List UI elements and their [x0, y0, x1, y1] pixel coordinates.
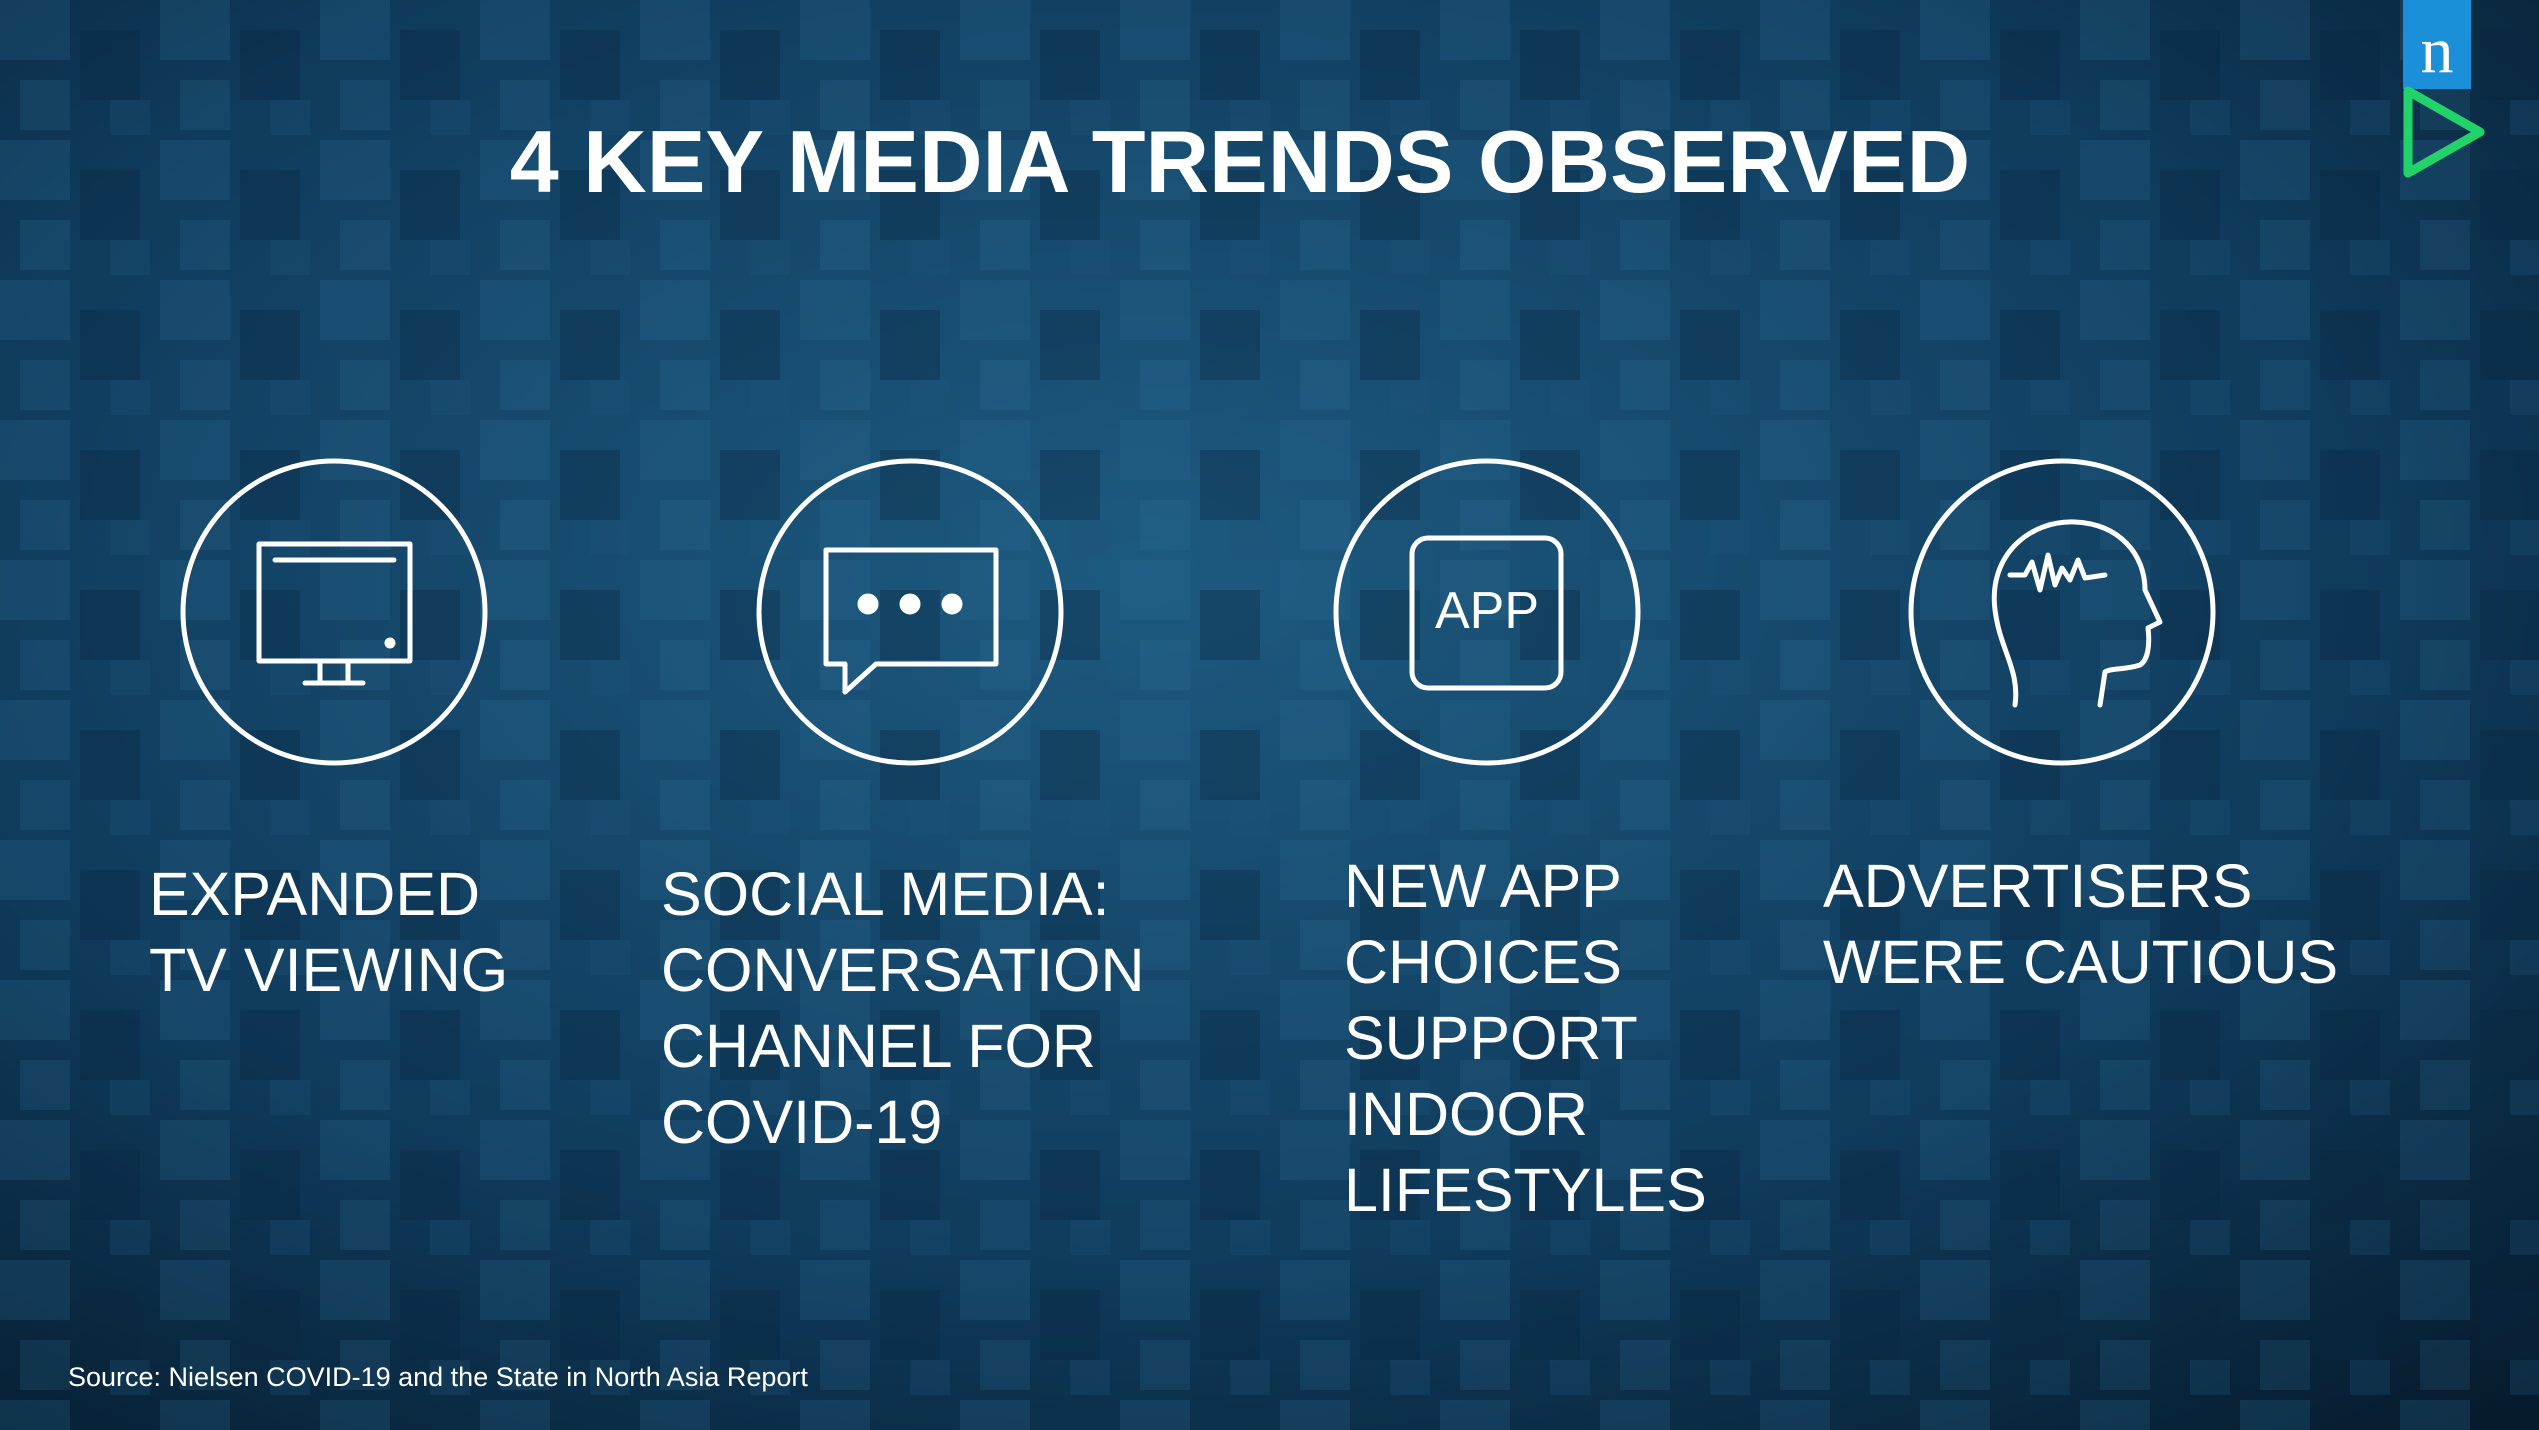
tv-dot [384, 637, 396, 649]
trend-label-line: CHANNEL FOR [661, 1012, 1096, 1080]
logo: n [2421, 14, 2454, 87]
trend-label-line: TV VIEWING [149, 936, 508, 1004]
chat-dot [857, 593, 879, 615]
app-icon [1409, 535, 1564, 691]
chat-dot [899, 593, 921, 615]
icons [180, 458, 2216, 766]
logo-box [2403, 0, 2471, 89]
trend-label-line: EXPANDED [149, 860, 480, 928]
brainwave [2007, 552, 2108, 593]
icon-circle [1333, 458, 1641, 766]
trend-label-line: INDOOR [1344, 1080, 1588, 1148]
app-icon-text: APP [1435, 582, 1539, 640]
icon-circle [1908, 458, 2216, 766]
title: 4 KEY MEDIA TRENDS OBSERVED [510, 112, 1970, 211]
icon-circle [756, 458, 1064, 766]
chat-icon [823, 547, 999, 695]
trend-label-line: SOCIAL MEDIA: [661, 860, 1110, 928]
icon-circle [180, 458, 488, 766]
logo-play [2403, 86, 2485, 178]
trend-label-line: NEW APP [1344, 852, 1622, 920]
chat-dot [941, 593, 963, 615]
trend-labels: EXPANDED TV VIEWING SOCIAL MEDIA: CONVERSAT… [149, 852, 2338, 1224]
trend-label-line: ADVERTISERS [1823, 852, 2252, 920]
trend-label-line: COVID-19 [661, 1088, 942, 1156]
source: Source: Nielsen COVID-19 and the State i… [68, 1362, 808, 1392]
trend-label-line: WERE CAUTIOUS [1823, 928, 2338, 996]
trend-label-line: CONVERSATION [661, 936, 1145, 1004]
trend-label-line: SUPPORT [1344, 1004, 1638, 1072]
head-icon [1991, 519, 2163, 708]
trend-label-line: LIFESTYLES [1344, 1156, 1707, 1224]
trend-label-line: CHOICES [1344, 928, 1622, 996]
